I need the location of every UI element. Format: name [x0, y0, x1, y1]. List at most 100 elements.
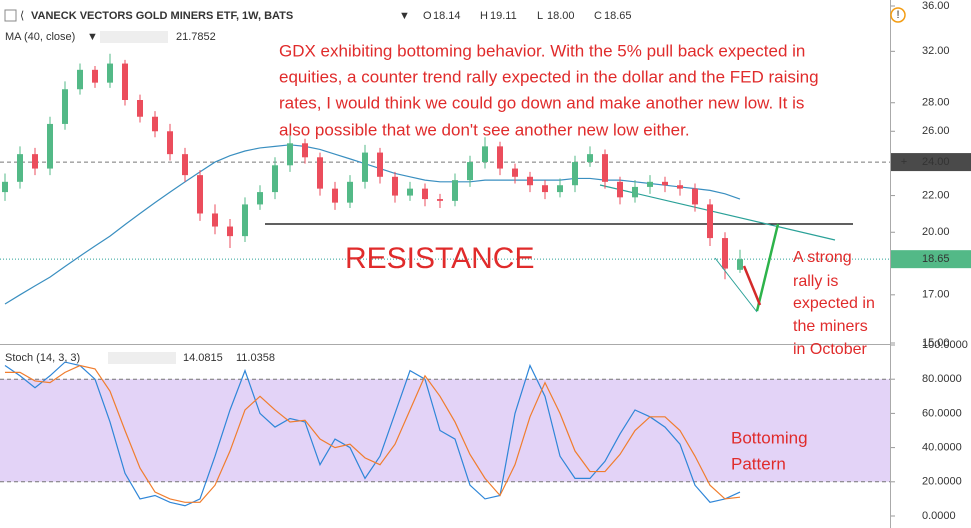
candle-body — [722, 238, 728, 269]
rally-note: A strong — [793, 249, 852, 266]
indicator-buttons[interactable] — [108, 352, 176, 364]
y-tick-label: 36.00 — [922, 0, 950, 12]
candle-body — [527, 176, 533, 186]
y-tick-label: 80.0000 — [922, 373, 962, 385]
candle-body — [257, 192, 263, 205]
ohlc-label: O — [423, 10, 432, 22]
y-tick-label: 22.00 — [922, 189, 950, 201]
stoch-note: Pattern — [731, 454, 786, 473]
y-tick-label: 20.0000 — [922, 476, 962, 488]
commentary-line: also possible that we don't see another … — [279, 120, 690, 139]
candle-body — [572, 162, 578, 186]
candle-body — [47, 123, 53, 169]
candle-body — [167, 131, 173, 155]
ohlc-value: 18.65 — [604, 10, 632, 22]
crosshair-plus: + — [901, 156, 907, 168]
candle-body — [392, 176, 398, 196]
candle-body — [497, 146, 503, 169]
last-price-label: 18.65 — [922, 253, 950, 265]
candle-body — [92, 69, 98, 83]
y-tick-label: 26.00 — [922, 125, 950, 137]
candle-body — [662, 181, 668, 186]
rally-note: the miners — [793, 318, 868, 335]
candle-body — [542, 185, 548, 193]
candle-body — [707, 204, 713, 239]
stoch-note: Bottoming — [731, 428, 808, 447]
candle-body — [197, 175, 203, 214]
rally-note: rally is — [793, 273, 838, 290]
dropdown-icon[interactable]: ▼ — [399, 10, 410, 22]
candle-body — [362, 152, 368, 182]
candle-body — [512, 168, 518, 177]
channel-line — [714, 257, 758, 313]
stoch-d-value: 11.0358 — [236, 352, 275, 364]
dropdown-icon[interactable]: ▼ — [87, 31, 98, 43]
candle-body — [557, 185, 563, 193]
y-tick-label: 100.0000 — [922, 339, 968, 351]
candle-body — [437, 199, 443, 201]
symbol-icon: ⟨ — [20, 10, 24, 22]
commentary-line: rates, I would think we could go down an… — [279, 93, 804, 112]
rally-note: in October — [793, 341, 867, 358]
candle-body — [632, 186, 638, 198]
candle-body — [302, 143, 308, 158]
candle-body — [602, 154, 608, 182]
ohlc-header: O 18.14 H 19.11 L 18.00 C 18.65 — [423, 10, 632, 22]
candle-body — [332, 188, 338, 203]
y-tick-label: 0.0000 — [922, 510, 956, 522]
y-tick-label: 15.00 — [922, 337, 950, 349]
candle-body — [482, 146, 488, 163]
candle-body — [317, 157, 323, 189]
candle-body — [587, 154, 593, 163]
candle-body — [272, 165, 278, 193]
ma-value: 21.7852 — [176, 31, 216, 43]
stoch-line — [4, 361, 741, 507]
candle-body — [422, 188, 428, 200]
y-tick-label: 60.0000 — [922, 407, 962, 419]
stoch-line — [5, 364, 741, 503]
candle-body — [137, 100, 143, 117]
stoch-title: Stoch (14, 3, 3) — [5, 352, 80, 364]
candle-body — [407, 188, 413, 196]
candle-body — [377, 152, 383, 177]
ohlc-value: 18.00 — [547, 10, 575, 22]
candle-body — [107, 63, 113, 83]
crosshair-label: 24.00 — [922, 156, 950, 168]
candle-body — [212, 213, 218, 227]
candle-body — [347, 181, 353, 203]
ohlc-label: C — [594, 10, 602, 22]
candle-body — [32, 154, 38, 169]
candle-body — [617, 181, 623, 198]
y-tick-label: 20.00 — [922, 226, 950, 238]
alert-icon[interactable] — [890, 7, 906, 23]
candle-body — [647, 181, 653, 187]
stoch-band — [0, 379, 890, 482]
candle-body — [152, 116, 158, 132]
ohlc-label: H — [480, 10, 488, 22]
ma-title: MA (40, close) — [5, 31, 75, 43]
collapse-icon[interactable] — [4, 9, 17, 22]
ohlc-label: L — [537, 10, 543, 22]
indicator-buttons[interactable] — [100, 31, 168, 43]
candle-body — [677, 185, 683, 189]
rally-arrow — [755, 223, 780, 312]
rally-note: expected in — [793, 295, 875, 312]
candle-body — [287, 143, 293, 166]
ma-line — [4, 144, 741, 305]
candle-body — [182, 154, 188, 176]
candle-body — [737, 259, 743, 270]
candle-body — [2, 181, 8, 193]
candle-body — [62, 89, 68, 124]
last-price-tag — [891, 250, 971, 269]
candle-body — [77, 69, 83, 90]
symbol-title: VANECK VECTORS GOLD MINERS ETF, 1W, BATS — [31, 10, 293, 22]
candle-body — [17, 154, 23, 182]
candle-body — [452, 180, 458, 201]
y-tick-label: 28.00 — [922, 97, 950, 109]
resistance-label: RESISTANCE — [345, 242, 534, 275]
marks-layer — [2, 53, 743, 507]
ohlc-value: 19.11 — [490, 10, 517, 22]
crosshair-tag — [891, 153, 971, 172]
y-tick-label: 17.00 — [922, 289, 950, 301]
commentary-line: equities, a counter trend rally expected… — [279, 67, 819, 86]
